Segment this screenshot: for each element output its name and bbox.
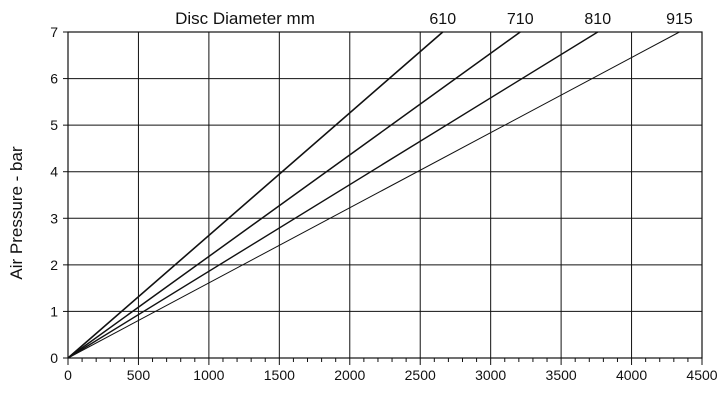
series-label: 915: [666, 11, 693, 28]
y-tick-label: 2: [50, 257, 58, 273]
series-line: [67, 31, 521, 359]
y-tick-label: 4: [50, 164, 58, 180]
x-tick-label: 4000: [616, 367, 647, 383]
x-tick-labels: 0 500 1000 1500 2000 2500 3000 3500 4000 4500: [64, 367, 718, 383]
grid: [68, 32, 702, 358]
y-tick-labels: 0 1 2 3 4 5 6 7: [50, 24, 58, 366]
x-tick-label: 2500: [405, 367, 436, 383]
x-tick-label: 0: [64, 367, 72, 383]
x-tick-label: 4500: [686, 367, 717, 383]
y-axis-title: Air Pressure - bar: [7, 146, 26, 280]
y-tick-label: 1: [50, 303, 58, 319]
series-label: 710: [507, 11, 534, 28]
x-tick-label: 1000: [193, 367, 224, 383]
x-tick-label: 1500: [264, 367, 295, 383]
y-tick-label: 6: [50, 71, 58, 87]
chart-title: Disc Diameter mm: [175, 9, 315, 28]
series-line: [67, 31, 599, 359]
series-line: [67, 31, 444, 359]
plot-frame: [67, 31, 703, 359]
x-tick-label: 2000: [334, 367, 365, 383]
x-tick-label: 3000: [475, 367, 506, 383]
series-lines: [67, 31, 680, 359]
x-tick-label: 3500: [546, 367, 577, 383]
y-tick-label: 7: [50, 24, 58, 40]
series-label: 610: [429, 11, 456, 28]
minor-ticks: [63, 31, 703, 365]
x-tick-label: 500: [127, 367, 151, 383]
series-labels: 610 710 810 915: [429, 11, 692, 28]
y-tick-label: 5: [50, 117, 58, 133]
series-line: [67, 31, 680, 359]
y-tick-label: 0: [50, 350, 58, 366]
y-tick-label: 3: [50, 210, 58, 226]
series-label: 810: [584, 11, 611, 28]
